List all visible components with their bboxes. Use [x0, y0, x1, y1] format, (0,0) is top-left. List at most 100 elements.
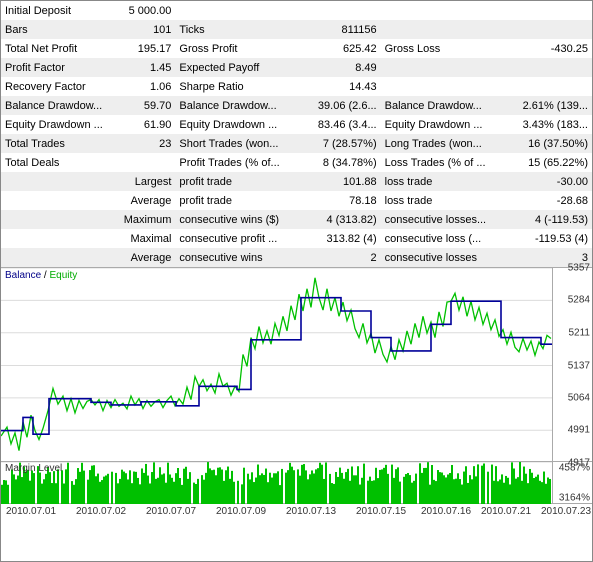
stat-cell: Gross Profit [175, 39, 298, 58]
stat-cell: consecutive wins [175, 248, 298, 267]
stat-cell: consecutive loss (... [381, 229, 504, 248]
stat-cell [504, 1, 592, 20]
stat-cell: 811156 [299, 20, 381, 39]
table-row: Maximumconsecutive wins ($)4 (313.82)con… [1, 210, 592, 229]
x-tick-label: 2010.07.16 [421, 506, 471, 517]
stat-cell: Average [112, 191, 176, 210]
stat-cell: Loss Trades (% of ... [381, 153, 504, 172]
stat-cell: 8.49 [299, 58, 381, 77]
table-row: Averageconsecutive wins2consecutive loss… [1, 248, 592, 267]
stat-cell: 1.45 [112, 58, 176, 77]
stat-cell: loss trade [381, 172, 504, 191]
stat-cell: consecutive wins ($) [175, 210, 298, 229]
stat-cell: Profit Factor [1, 58, 112, 77]
stat-cell: profit trade [175, 172, 298, 191]
table-row: Maximalconsecutive profit ...313.82 (4)c… [1, 229, 592, 248]
x-tick-label: 2010.07.13 [286, 506, 336, 517]
stat-cell: profit trade [175, 191, 298, 210]
margin-legend-label: Margin Level [5, 463, 62, 474]
stat-cell [381, 77, 504, 96]
stat-cell [1, 172, 112, 191]
chart-x-axis: 2010.07.012010.07.022010.07.072010.07.09… [1, 504, 553, 522]
stat-cell: Recovery Factor [1, 77, 112, 96]
legend-balance-label: Balance [5, 270, 41, 281]
chart-plot-area [1, 268, 553, 463]
stat-cell: 4 (-119.53) [504, 210, 592, 229]
chart-y-axis: 4917499150645137521152845357 [554, 268, 592, 463]
stat-cell: Balance Drawdow... [1, 96, 112, 115]
chart-legend: Balance / Equity [5, 270, 77, 281]
stat-cell [1, 248, 112, 267]
table-row: Largestprofit trade101.88loss trade-30.0… [1, 172, 592, 191]
stat-cell: 101.88 [299, 172, 381, 191]
stat-cell: Short Trades (won... [175, 134, 298, 153]
stat-cell: Long Trades (won... [381, 134, 504, 153]
stat-cell [175, 1, 298, 20]
table-row: Total Trades23Short Trades (won...7 (28.… [1, 134, 592, 153]
stat-cell: 2.61% (139... [504, 96, 592, 115]
stat-cell: 14.43 [299, 77, 381, 96]
table-row: Profit Factor1.45Expected Payoff8.49 [1, 58, 592, 77]
stat-cell: Average [112, 248, 176, 267]
stat-cell: Equity Drawdown ... [175, 115, 298, 134]
y-tick-label: 5357 [568, 263, 590, 274]
x-tick-label: 2010.07.07 [146, 506, 196, 517]
y-tick-label: 5284 [568, 295, 590, 306]
stat-cell: Equity Drawdown ... [381, 115, 504, 134]
table-row: Bars101Ticks811156 [1, 20, 592, 39]
y-tick-label: 5064 [568, 392, 590, 403]
stat-cell: Initial Deposit [1, 1, 112, 20]
x-tick-label: 2010.07.21 [481, 506, 531, 517]
y-tick-label: 4991 [568, 425, 590, 436]
stat-cell: 1.06 [112, 77, 176, 96]
stat-cell: loss trade [381, 191, 504, 210]
equity-line [1, 278, 551, 451]
stat-cell: Bars [1, 20, 112, 39]
stat-cell: -28.68 [504, 191, 592, 210]
table-row: Total Net Profit195.17Gross Profit625.42… [1, 39, 592, 58]
stat-cell: Total Trades [1, 134, 112, 153]
stat-cell: -430.25 [504, 39, 592, 58]
table-row: Total DealsProfit Trades (% of...8 (34.7… [1, 153, 592, 172]
stat-cell: 3.43% (183... [504, 115, 592, 134]
stat-cell [1, 210, 112, 229]
stat-cell: Total Net Profit [1, 39, 112, 58]
table-row: Recovery Factor1.06Sharpe Ratio14.43 [1, 77, 592, 96]
table-row: Initial Deposit5 000.00 [1, 1, 592, 20]
stat-cell: consecutive losses... [381, 210, 504, 229]
stat-cell [381, 1, 504, 20]
stat-cell: Equity Drawdown ... [1, 115, 112, 134]
stat-cell: Gross Loss [381, 39, 504, 58]
margin-level-chart: Margin Level 3164%4587% [1, 462, 592, 504]
x-tick-label: 2010.07.23 [541, 506, 591, 517]
stat-cell: Balance Drawdow... [175, 96, 298, 115]
stat-cell: -30.00 [504, 172, 592, 191]
table-row: Equity Drawdown ...61.90Equity Drawdown … [1, 115, 592, 134]
stat-cell: Profit Trades (% of... [175, 153, 298, 172]
stat-cell: 39.06 (2.6... [299, 96, 381, 115]
stat-cell: Sharpe Ratio [175, 77, 298, 96]
margin-y-axis: 3164%4587% [554, 462, 592, 504]
stat-cell [504, 20, 592, 39]
stat-cell: 78.18 [299, 191, 381, 210]
table-row: Balance Drawdow...59.70Balance Drawdow..… [1, 96, 592, 115]
stat-cell [381, 58, 504, 77]
x-tick-label: 2010.07.15 [356, 506, 406, 517]
margin-y-label: 4587% [559, 463, 590, 474]
stat-cell [1, 191, 112, 210]
stat-cell: Balance Drawdow... [381, 96, 504, 115]
stat-cell: 16 (37.50%) [504, 134, 592, 153]
x-tick-label: 2010.07.09 [216, 506, 266, 517]
balance-equity-chart: Balance / Equity 49174991506451375211528… [1, 267, 592, 462]
stat-cell [504, 77, 592, 96]
stats-table: Initial Deposit5 000.00Bars101Ticks81115… [1, 1, 592, 267]
stat-cell: 23 [112, 134, 176, 153]
stat-cell: 15 (65.22%) [504, 153, 592, 172]
stat-cell [381, 20, 504, 39]
stat-cell: -119.53 (4) [504, 229, 592, 248]
margin-plot-area [1, 462, 553, 504]
stat-cell: 8 (34.78%) [299, 153, 381, 172]
stat-cell: 61.90 [112, 115, 176, 134]
stat-cell: Maximum [112, 210, 176, 229]
stat-cell: 101 [112, 20, 176, 39]
